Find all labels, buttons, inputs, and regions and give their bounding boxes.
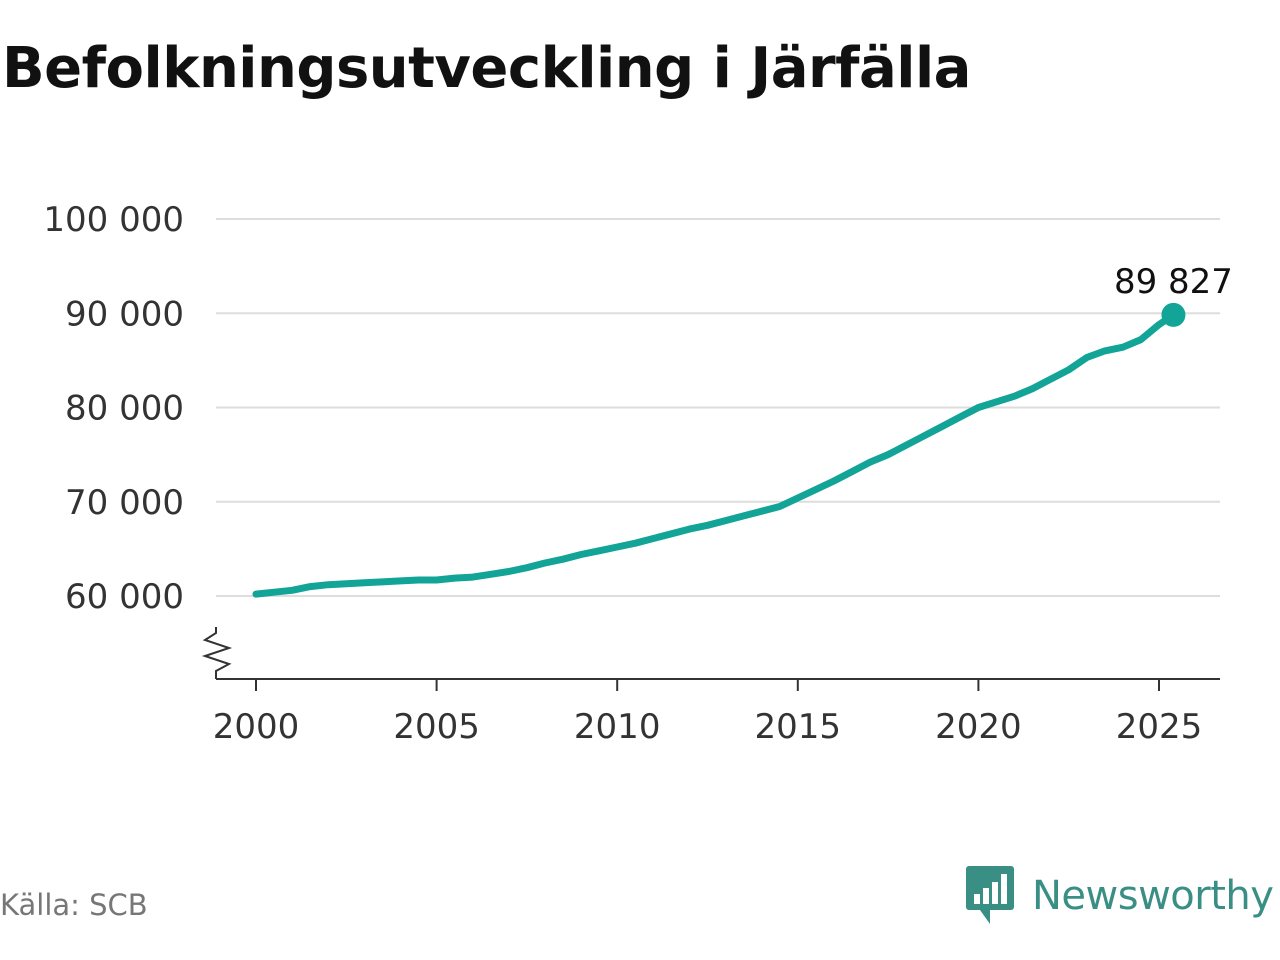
x-tick-label: 2015 [755, 707, 842, 747]
chart-title: Befolkningsutveckling i Järfälla [2, 36, 971, 101]
gridlines [216, 218, 1220, 597]
y-axis-ticks: 60 000 70 000 80 000 90 000 100 000 [43, 200, 184, 617]
x-tick-label: 2025 [1116, 707, 1203, 747]
x-tick-label: 2000 [213, 707, 300, 747]
y-tick-label: 100 000 [43, 200, 184, 240]
y-axis-break-icon [201, 627, 233, 679]
source-note: Källa: SCB [0, 888, 148, 922]
x-axis: 2000 2005 2010 2015 2020 2025 [213, 678, 1220, 747]
end-value-label: 89 827 [1114, 262, 1233, 302]
x-tick-label: 2010 [574, 707, 661, 747]
end-point-marker [1161, 302, 1186, 327]
x-tick-label: 2005 [393, 707, 480, 747]
newsworthy-logo: Newsworthy [964, 864, 1274, 928]
y-tick-label: 60 000 [65, 577, 184, 617]
y-tick-label: 80 000 [65, 389, 184, 429]
y-tick-label: 70 000 [65, 483, 184, 523]
x-tick-label: 2020 [935, 707, 1022, 747]
newsworthy-logo-icon [966, 866, 1014, 924]
brand-name: Newsworthy [1032, 873, 1274, 919]
series-line [252, 311, 1177, 598]
y-tick-label: 90 000 [65, 294, 184, 334]
